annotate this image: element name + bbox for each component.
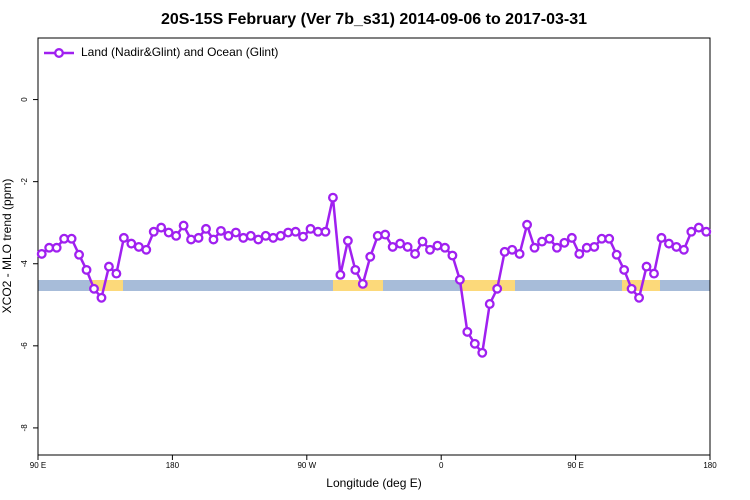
- point: [89, 283, 99, 294]
- point: [686, 226, 697, 237]
- point: [454, 274, 465, 285]
- point: [641, 261, 652, 272]
- point: [529, 242, 540, 253]
- point: [514, 248, 525, 259]
- point: [111, 268, 122, 279]
- point: [342, 235, 353, 246]
- point: [215, 225, 226, 236]
- point: [417, 236, 428, 247]
- point: [410, 248, 421, 259]
- point: [589, 241, 600, 252]
- point: [365, 251, 376, 262]
- x-tick-label: 180: [166, 461, 180, 470]
- point: [604, 233, 615, 244]
- point: [298, 231, 309, 242]
- point: [350, 264, 361, 275]
- x-tick-label: 90 E: [30, 461, 46, 470]
- legend-marker: [54, 48, 64, 58]
- point: [469, 338, 480, 349]
- land-band: [333, 280, 383, 291]
- x-tick-label: 180: [703, 461, 717, 470]
- point: [201, 223, 211, 234]
- point: [551, 242, 562, 253]
- x-tick-label: 90 E: [567, 461, 583, 470]
- point: [619, 264, 630, 275]
- point: [74, 249, 85, 260]
- plot-frame: [37, 37, 711, 456]
- point: [425, 244, 435, 255]
- x-tick-label: 0: [439, 461, 444, 470]
- point: [253, 234, 264, 245]
- chart-title: 20S-15S February (Ver 7b_s31) 2014-09-06…: [161, 11, 587, 28]
- point: [626, 283, 637, 294]
- y-tick-label: 0: [20, 97, 29, 102]
- point: [402, 241, 413, 252]
- point: [566, 232, 577, 243]
- point: [36, 248, 47, 259]
- point: [96, 292, 107, 303]
- y-tick-label: -6: [20, 342, 29, 350]
- point: [649, 268, 659, 279]
- point: [678, 244, 689, 255]
- point: [171, 230, 182, 241]
- y-tick-label: -4: [20, 260, 29, 268]
- point: [544, 233, 555, 244]
- point: [447, 250, 458, 261]
- point: [380, 229, 391, 240]
- point: [701, 226, 712, 237]
- land-band: [90, 280, 123, 291]
- point: [477, 347, 488, 358]
- point: [141, 244, 152, 255]
- point: [118, 232, 129, 243]
- point: [634, 292, 645, 303]
- point: [693, 222, 704, 233]
- point: [492, 283, 503, 294]
- point: [51, 242, 62, 253]
- point: [335, 269, 346, 280]
- surface-band: [38, 280, 710, 291]
- point: [462, 326, 473, 337]
- point: [507, 244, 518, 255]
- point: [148, 226, 159, 237]
- point: [103, 261, 114, 272]
- y-axis-label: XCO2 - MLO trend (ppm): [0, 179, 14, 314]
- point: [156, 222, 167, 233]
- point: [357, 278, 368, 289]
- point: [574, 248, 585, 259]
- point: [559, 237, 570, 248]
- x-axis-label: Longitude (deg E): [326, 476, 421, 490]
- point: [290, 226, 301, 237]
- point: [193, 232, 204, 243]
- point: [439, 242, 450, 253]
- point: [372, 230, 383, 241]
- x-tick-label: 90 W: [297, 461, 316, 470]
- point: [81, 264, 92, 275]
- point: [327, 192, 338, 203]
- point: [245, 230, 256, 241]
- legend-label: Land (Nadir&Glint) and Ocean (Glint): [81, 45, 278, 59]
- point: [178, 220, 189, 231]
- land-band: [462, 280, 515, 291]
- point: [611, 249, 622, 260]
- point: [208, 234, 219, 245]
- point: [230, 227, 241, 238]
- point: [320, 226, 331, 237]
- point: [484, 299, 495, 309]
- point: [656, 232, 667, 243]
- point: [522, 219, 533, 230]
- point: [66, 233, 77, 244]
- series-line: [40, 197, 707, 356]
- y-tick-label: -2: [20, 178, 29, 186]
- y-tick-label: -8: [20, 424, 29, 432]
